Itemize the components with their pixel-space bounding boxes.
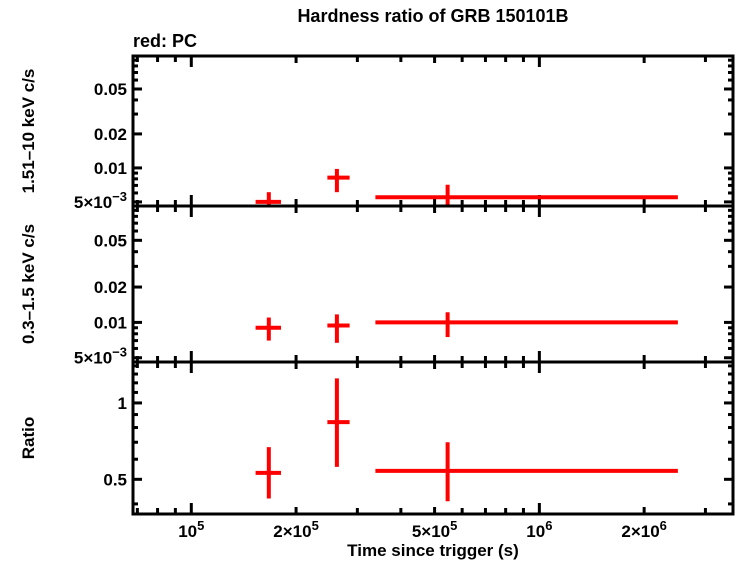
- y-tick-label: 0.01: [94, 313, 127, 332]
- x-tick-label: 2×106: [621, 518, 667, 541]
- x-axis-title: Time since trigger (s): [347, 541, 519, 560]
- panel-ratio: [131, 360, 735, 516]
- y-tick-label: 0.01: [94, 159, 127, 178]
- x-tick-label: 105: [178, 518, 204, 541]
- y-tick-label: 5×10−3: [74, 345, 127, 368]
- panel-soft-band: [131, 204, 735, 364]
- panel-hard-band: [131, 54, 735, 208]
- y-axis-title-ratio: Ratio: [19, 417, 38, 460]
- y-axis-title-hard-band: 1.51–10 keV c/s: [19, 69, 38, 194]
- data-series-ratio: [255, 378, 678, 502]
- x-tick-label: 5×105: [412, 518, 458, 541]
- y-tick-label: 0.05: [94, 231, 127, 250]
- chart-title: Hardness ratio of GRB 150101B: [297, 6, 569, 26]
- mode-legend-label: red: PC: [133, 31, 198, 51]
- x-tick-label: 2×105: [273, 518, 319, 541]
- data-series-hard-band: [255, 168, 678, 206]
- y-tick-label: 1: [118, 394, 127, 413]
- y-tick-label: 0.05: [94, 80, 127, 99]
- y-tick-label: 0.02: [94, 278, 127, 297]
- y-tick-label: 5×10−3: [74, 189, 127, 212]
- data-series-soft-band: [255, 312, 678, 343]
- y-tick-label: 0.02: [94, 125, 127, 144]
- panel-frame: [131, 54, 735, 208]
- y-axis-title-soft-band: 0.3–1.5 keV c/s: [19, 224, 38, 344]
- y-tick-label: 0.5: [103, 470, 127, 489]
- panel-frame: [131, 204, 735, 364]
- x-tick-label: 106: [526, 518, 552, 541]
- panel-frame: [131, 360, 735, 516]
